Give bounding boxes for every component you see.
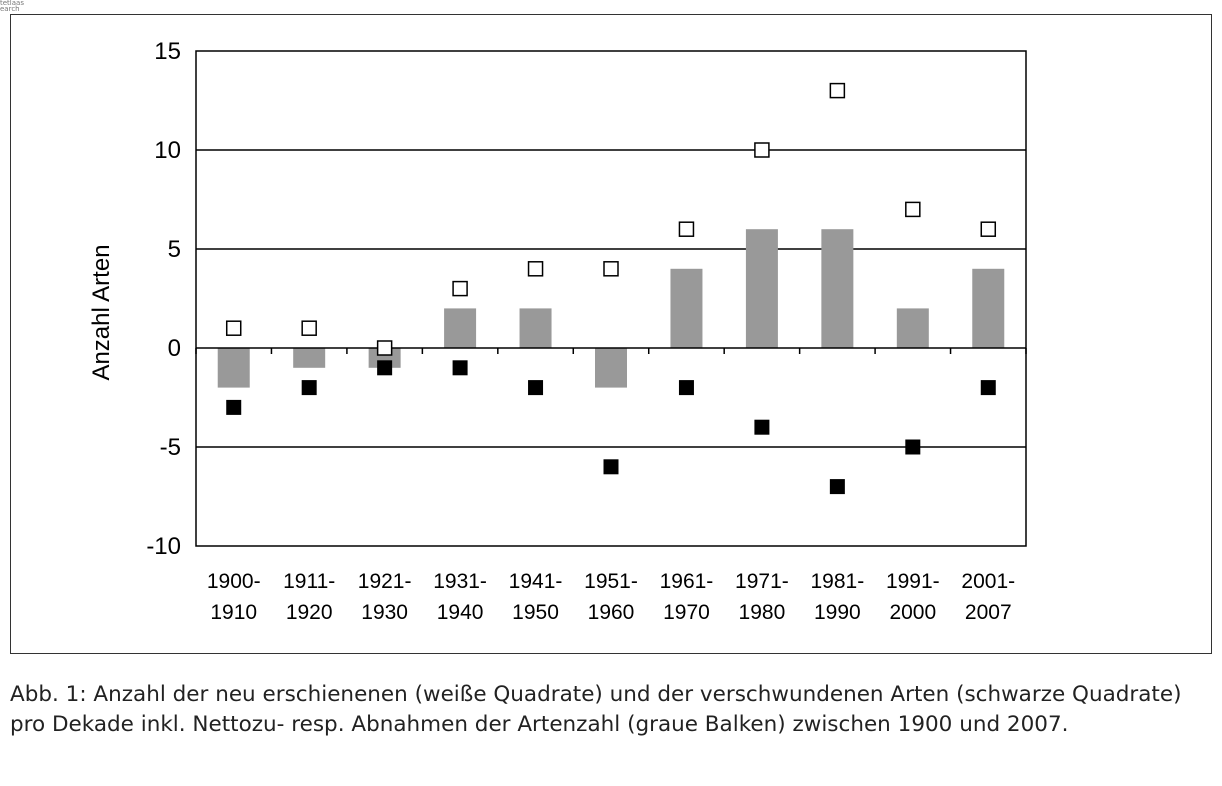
y-tick-label: -5 (160, 434, 181, 461)
bar-net (972, 268, 1005, 348)
marker-lost-species (829, 479, 845, 495)
marker-lost-species (980, 380, 996, 396)
x-tick-label: 1990 (814, 601, 861, 624)
marker-new-species (754, 142, 770, 158)
marker-lost-species (452, 360, 468, 376)
x-tick-label: 1950 (512, 601, 559, 624)
x-tick-label: 1961- (660, 570, 714, 593)
bar-net (745, 229, 778, 348)
marker-new-species (603, 261, 619, 277)
x-tick-label: 1970 (663, 601, 710, 624)
marker-new-species (225, 320, 242, 336)
marker-lost-species (377, 360, 393, 376)
marker-lost-species (905, 439, 921, 455)
bar-net (595, 348, 627, 388)
marker-new-species (980, 221, 997, 237)
marker-new-species (905, 201, 921, 218)
x-tick-label: 2007 (965, 601, 1012, 624)
bar-net (896, 308, 929, 348)
y-tick-label: 15 (154, 38, 181, 65)
marker-new-species (452, 280, 468, 297)
bar-net (519, 308, 552, 348)
x-tick-label: 1920 (286, 601, 333, 624)
x-tick-label: 1940 (437, 601, 484, 624)
logo-line-1: tetlaas (0, 0, 24, 7)
figure-frame: -10 -5 0 5 10 15 1900- 1910 1911- 1920 1921- 1930 19… (10, 14, 1212, 654)
bar-net (293, 348, 326, 368)
y-tick-label: 0 (168, 335, 181, 362)
x-tick-label: 1931- (433, 570, 487, 593)
marker-new-species (527, 261, 544, 277)
x-tick-label: 1900- (207, 570, 261, 593)
marker-lost-species (301, 380, 317, 396)
marker-lost-species (528, 380, 544, 396)
y-tick-label: 10 (154, 137, 181, 164)
x-tick-label: 1921- (358, 570, 412, 593)
marker-new-species (301, 320, 317, 336)
marker-new-species (376, 340, 393, 356)
publisher-logo: tetlaas earch (0, 0, 24, 13)
x-tick-label: 1941- (509, 570, 563, 593)
x-tick-label: 1930 (361, 601, 408, 624)
bar-net (670, 268, 703, 348)
figure-caption: Abb. 1: Anzahl der neu erschienenen (wei… (10, 682, 1182, 737)
chart: -10 -5 0 5 10 15 1900- 1910 1911- 1920 1921- 1930 19… (88, 38, 1027, 624)
x-tick-label: 1960 (588, 601, 635, 624)
y-tick-label: -10 (146, 533, 181, 560)
marker-lost-species (678, 380, 694, 396)
x-tick-label: 1911- (283, 570, 335, 593)
marker-new-species (829, 82, 846, 99)
y-tick-label: 5 (168, 236, 181, 263)
x-tick-label: 1980 (739, 601, 786, 624)
x-tick-label: 2000 (889, 601, 936, 624)
y-axis-title: Anzahl Arten (88, 244, 115, 380)
marker-lost-species (603, 459, 619, 475)
x-tick-label: 2001- (961, 570, 1015, 593)
x-tick-label: 1910 (210, 601, 257, 624)
x-tick-label: 1981- (811, 570, 865, 593)
x-tick-label: 1971- (735, 570, 789, 593)
marker-lost-species (754, 419, 770, 435)
marker-new-species (678, 221, 695, 237)
bar-net (821, 229, 854, 348)
bar-net (444, 308, 477, 348)
x-tick-label: 1991- (886, 570, 940, 593)
marker-lost-species (226, 399, 242, 415)
logo-line-2: earch (0, 5, 20, 13)
bar-net (368, 348, 401, 368)
bar-net (217, 348, 250, 388)
x-tick-label: 1951- (584, 570, 638, 593)
plot-area (195, 50, 1027, 547)
